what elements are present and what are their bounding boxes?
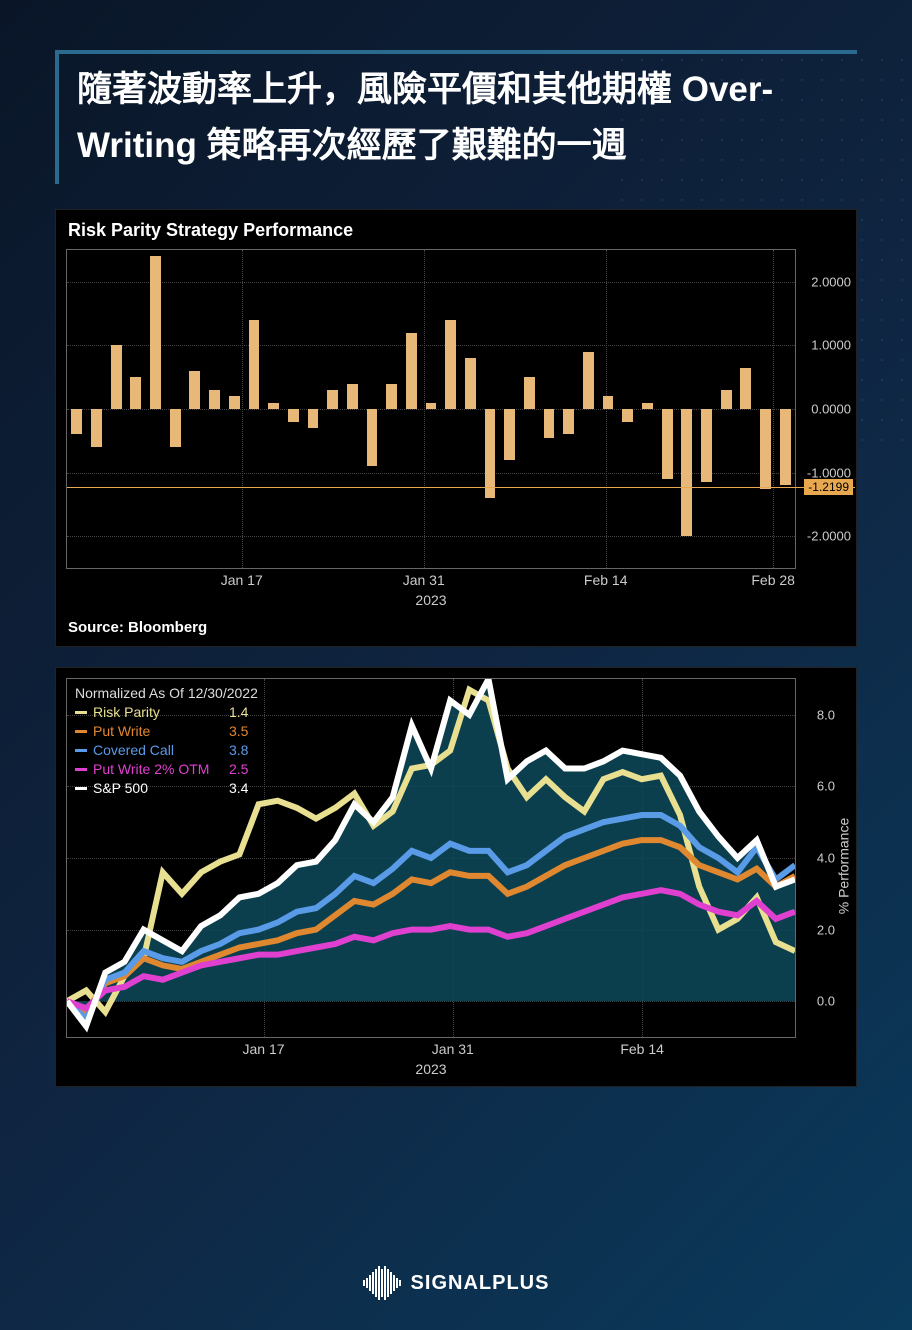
chart1-bar (485, 409, 496, 498)
legend-value: 3.8 (229, 741, 248, 760)
chart1-bar (308, 409, 319, 428)
chart1-bar (721, 390, 732, 409)
chart1-bar (701, 409, 712, 482)
legend-row: S&P 500 3.4 (75, 779, 258, 798)
chart1-xtick: Jan 17 (221, 572, 263, 588)
chart1-ytick: 2.0000 (799, 274, 851, 289)
chart1-bar (780, 409, 791, 485)
chart1-bar (504, 409, 515, 460)
chart1-bar (288, 409, 299, 422)
chart1-bar (544, 409, 555, 438)
legend-title: Normalized As Of 12/30/2022 (75, 685, 258, 701)
chart1-bar (524, 377, 535, 409)
chart1-xtick: Jan 31 (403, 572, 445, 588)
chart1-bar (662, 409, 673, 479)
chart1-bar (386, 384, 397, 409)
chart1-bar (426, 403, 437, 409)
chart1-bar (189, 371, 200, 409)
chart2-plot: Normalized As Of 12/30/2022 Risk Parity 1… (66, 678, 796, 1038)
legend-name: Risk Parity (93, 703, 223, 722)
legend-swatch-icon (75, 749, 87, 752)
title-block: 隨著波動率上升，風險平價和其他期權 Over-Writing 策略再次經歷了艱難… (55, 50, 857, 184)
chart1-bar (406, 333, 417, 409)
chart1-title: Risk Parity Strategy Performance (56, 210, 856, 245)
chart1-ytick: -2.0000 (799, 529, 851, 544)
footer-brand: SIGNALPLUS (411, 1272, 550, 1295)
legend-swatch-icon (75, 768, 87, 771)
legend-name: Covered Call (93, 741, 223, 760)
legend-row: Covered Call 3.8 (75, 741, 258, 760)
chart2-xyear: 2023 (415, 1061, 446, 1077)
chart1-ytick: 0.0000 (799, 402, 851, 417)
chart1-bar (740, 368, 751, 409)
chart1-bar (111, 345, 122, 409)
chart1-bar (445, 320, 456, 409)
chart1-ytick: 1.0000 (799, 338, 851, 353)
legend-swatch-icon (75, 730, 87, 733)
chart2-ytick: 8.0 (799, 707, 835, 722)
chart1-source: Source: Bloomberg (56, 613, 856, 646)
chart1-bar (249, 320, 260, 409)
chart1-bar (563, 409, 574, 434)
chart1-bar (367, 409, 378, 466)
chart2-legend: Normalized As Of 12/30/2022 Risk Parity 1… (75, 685, 258, 797)
chart2-xtick: Jan 31 (432, 1041, 474, 1057)
legend-row: Risk Parity 1.4 (75, 703, 258, 722)
chart1-bar (583, 352, 594, 409)
legend-value: 3.4 (229, 779, 248, 798)
legend-name: Put Write (93, 722, 223, 741)
chart1-marker-label: -1.2199 (804, 479, 853, 495)
footer: SIGNALPLUS (0, 1266, 912, 1300)
chart2-xtick: Feb 14 (620, 1041, 664, 1057)
chart1-bar (327, 390, 338, 409)
chart1-bar (642, 403, 653, 409)
legend-value: 3.5 (229, 722, 248, 741)
chart1-bar (268, 403, 279, 409)
chart1-bar (229, 396, 240, 409)
chart1-xtick: Feb 14 (584, 572, 628, 588)
chart2-ytick: 4.0 (799, 851, 835, 866)
legend-name: Put Write 2% OTM (93, 760, 223, 779)
chart2-ytick: 6.0 (799, 779, 835, 794)
chart2-ytick: 0.0 (799, 994, 835, 1009)
chart1-bar (170, 409, 181, 447)
chart1-xtick: Feb 28 (751, 572, 795, 588)
chart1-plot: -2.0000-1.00000.00001.00002.0000Jan 17Ja… (66, 249, 796, 569)
chart1-bar (91, 409, 102, 447)
legend-value: 1.4 (229, 703, 248, 722)
chart1-bar (130, 377, 141, 409)
legend-row: Put Write 2% OTM 2.5 (75, 760, 258, 779)
chart1-bar (347, 384, 358, 409)
chart2-y-axis-label: % Performance (835, 818, 851, 914)
chart1-bar (622, 409, 633, 422)
chart2-ytick: 2.0 (799, 922, 835, 937)
page-title: 隨著波動率上升，風險平價和其他期權 Over-Writing 策略再次經歷了艱難… (77, 62, 839, 174)
chart2-frame: Normalized As Of 12/30/2022 Risk Parity 1… (55, 667, 857, 1087)
chart1-xyear: 2023 (415, 592, 446, 608)
chart1-bar (71, 409, 82, 434)
chart1-bar (681, 409, 692, 536)
chart1-bar (465, 358, 476, 409)
chart1-bar (760, 409, 771, 489)
chart1-bar (150, 256, 161, 409)
legend-swatch-icon (75, 787, 87, 790)
chart2-xtick: Jan 17 (243, 1041, 285, 1057)
chart1-bar (603, 396, 614, 409)
footer-logo-icon (363, 1266, 401, 1300)
legend-value: 2.5 (229, 760, 248, 779)
legend-name: S&P 500 (93, 779, 223, 798)
legend-swatch-icon (75, 711, 87, 714)
chart1-frame: Risk Parity Strategy Performance -2.0000… (55, 209, 857, 647)
legend-row: Put Write 3.5 (75, 722, 258, 741)
chart1-bar (209, 390, 220, 409)
